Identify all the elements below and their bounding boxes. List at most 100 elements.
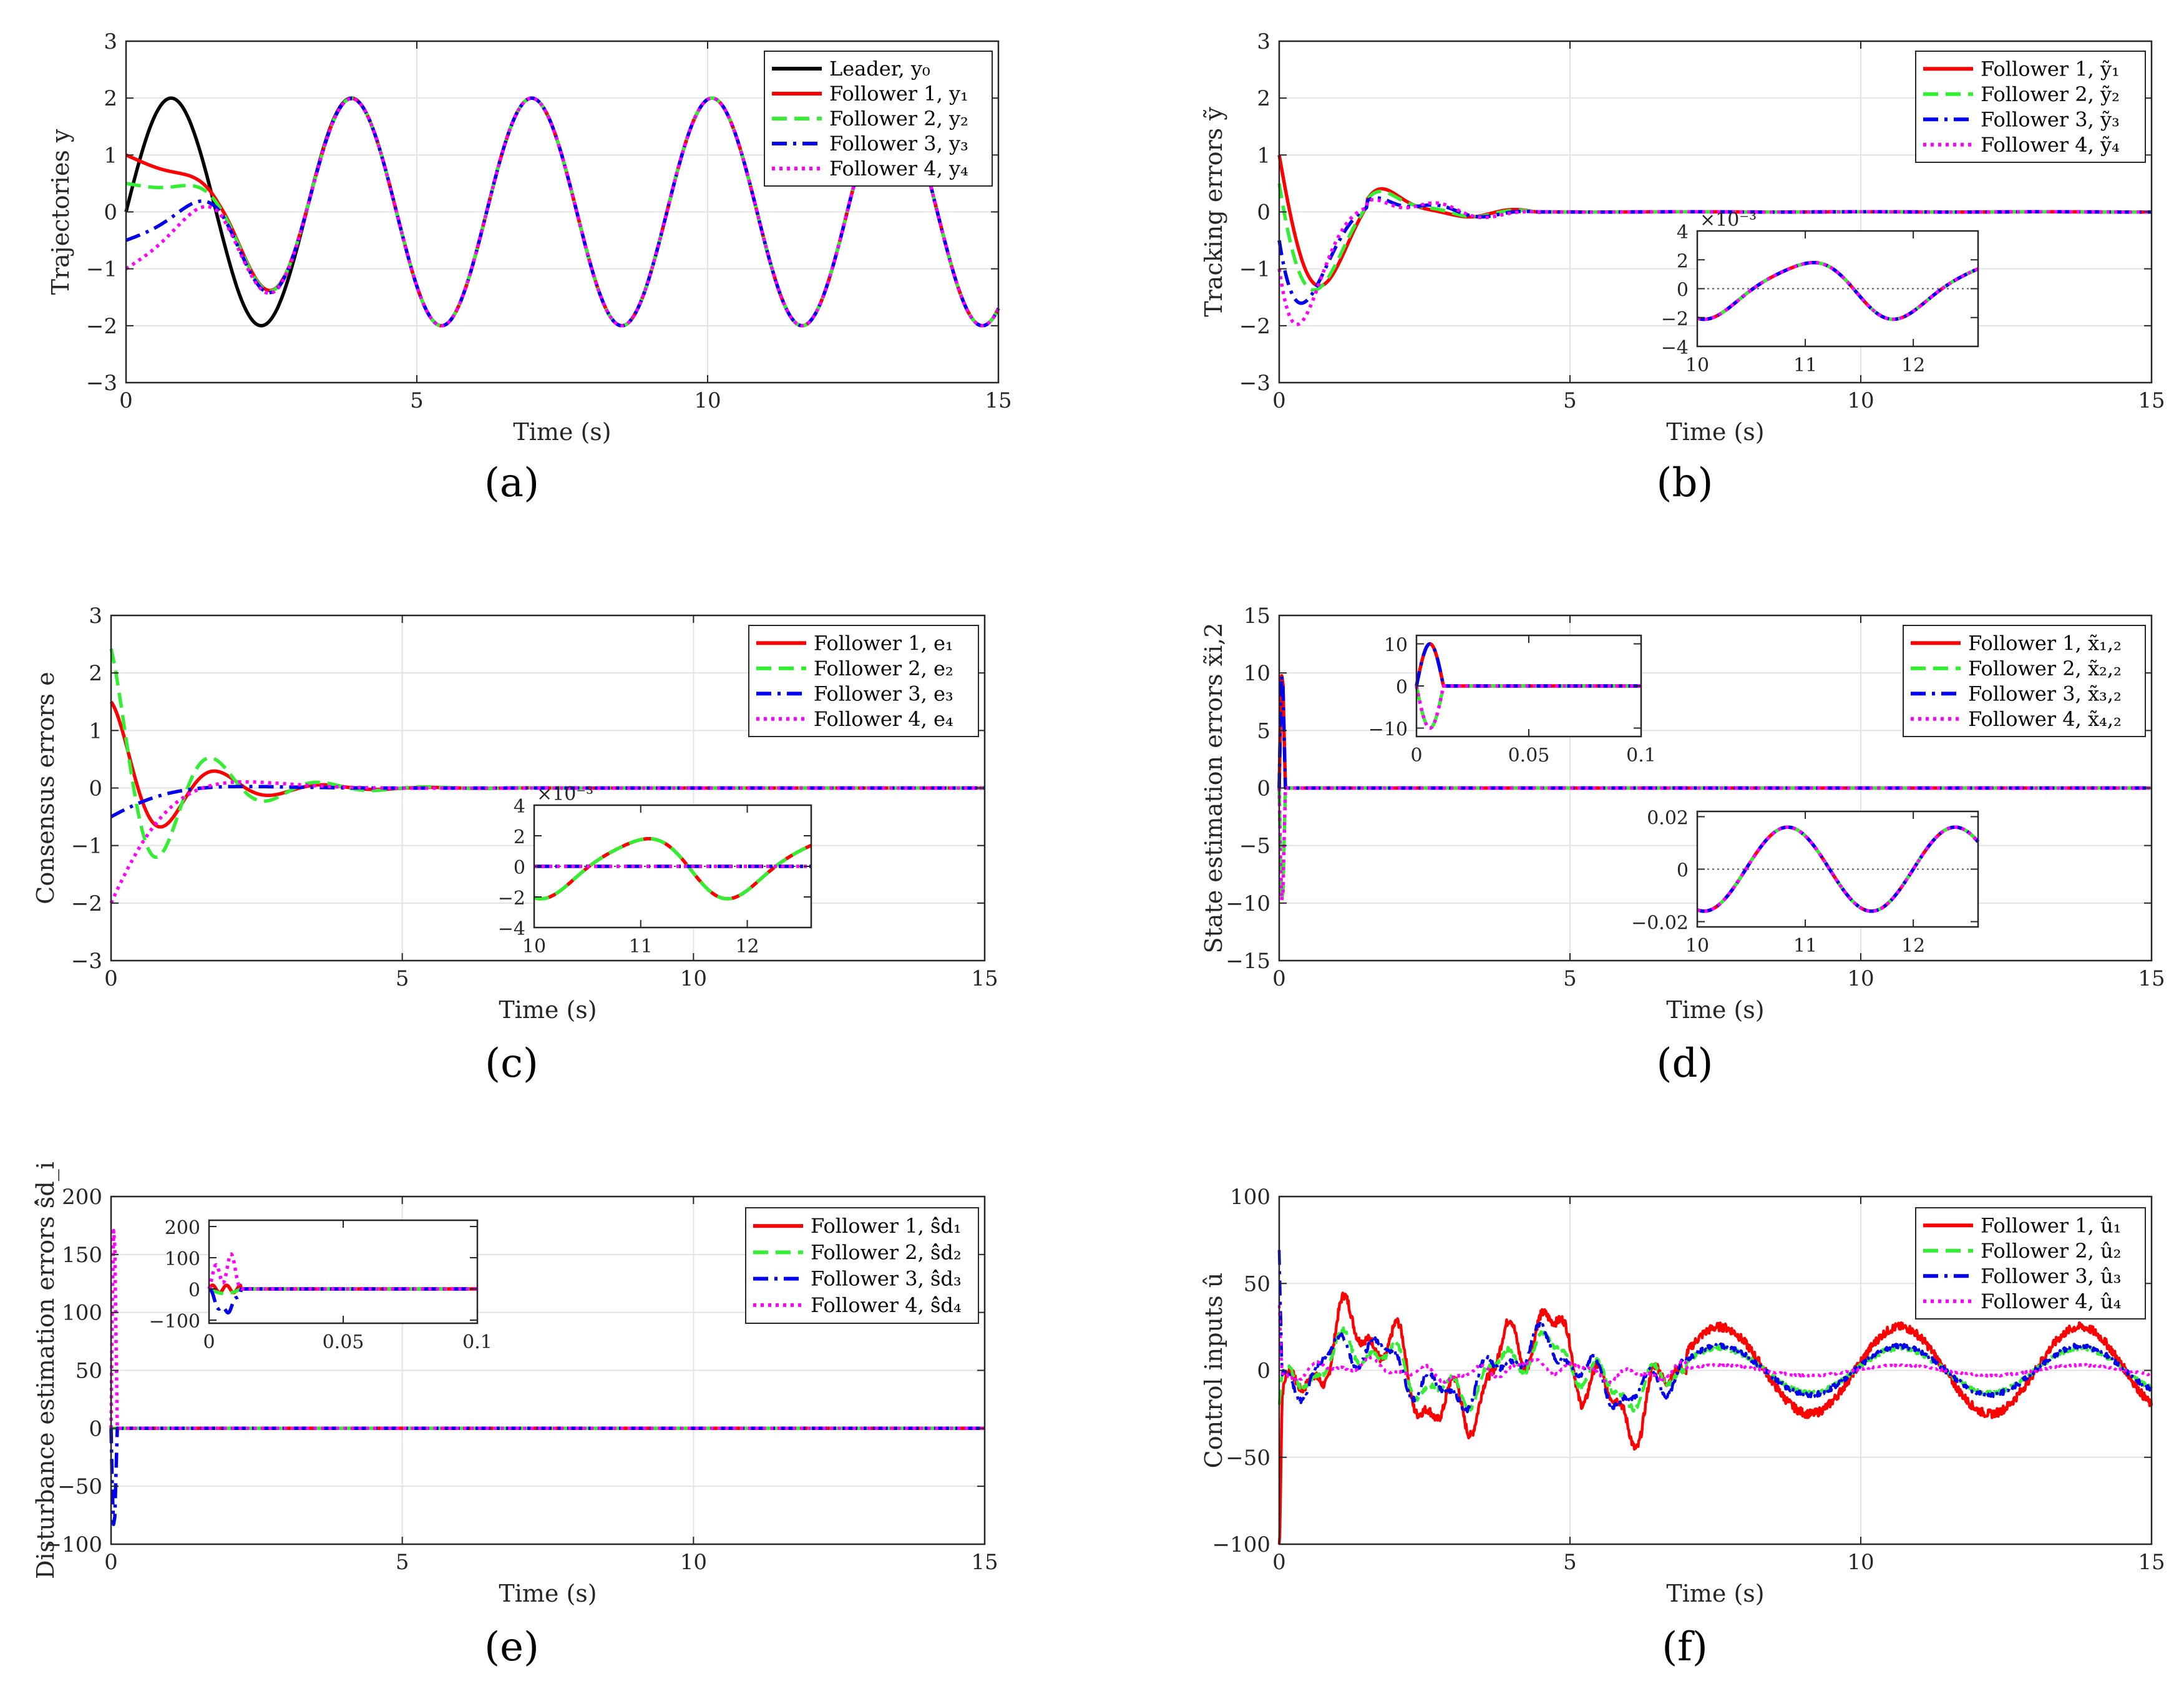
panel-a-ylabel: Trajectories y (47, 129, 74, 295)
panel-b-xlabel: Time (s) (1666, 418, 1764, 446)
panel-d-ytick-label: −15 (1226, 949, 1270, 974)
panel-f-legend-entry: Follower 4, û₄ (1981, 1290, 2121, 1313)
panel-a-legend-box (764, 51, 993, 187)
panel-d-xlabel: Time (s) (1666, 996, 1764, 1024)
panel-c-legend-entry: Follower 3, e₃ (814, 682, 953, 705)
panel-a-legend-entry: Leader, y₀ (829, 57, 930, 81)
panel-c-xtick-label: 0 (104, 966, 118, 991)
panel-b-legend-entry: Follower 1, ỹ₁ (1981, 57, 2120, 81)
panel-b-ylabel: Tracking errors ỹ (1200, 107, 1227, 317)
panel-b-series-f3 (1277, 196, 2152, 305)
panel-e-inset-ytick-label: 200 (165, 1217, 200, 1239)
panel-a-ytick-label: 0 (104, 200, 117, 225)
panel-e-xtick-label: 0 (104, 1550, 118, 1575)
panel-c-ytick-label: 2 (89, 661, 102, 686)
panel-c-xtick-label: 5 (396, 966, 409, 991)
panel-d-xtick-label: 5 (1563, 966, 1577, 991)
panel-e-xtick-label: 5 (396, 1550, 409, 1575)
panel-d-inset2-ytick-label: −0.02 (1631, 913, 1689, 934)
panel-b-inset-xtick-label: 10 (1685, 355, 1709, 376)
panel-e: 0 5 10 15 −100 −50 0 50 100 150 200 Time (s) Disturb… (32, 1162, 998, 1670)
panel-e-ytick-label: 200 (62, 1185, 102, 1210)
panel-d-legend-entry: Follower 3, x̃₃,₂ (1968, 682, 2122, 705)
panel-c-inset-exponent: ×10⁻³ (537, 783, 593, 805)
panel-d-ytick-label: 15 (1244, 604, 1270, 629)
panel-f-xtick-label: 15 (2138, 1550, 2165, 1575)
panel-e-inset-xtick-label: 0 (203, 1331, 215, 1353)
panel-b-inset-ytick-label: −4 (1661, 337, 1689, 359)
panel-d-legend-entry: Follower 2, x̃₂,₂ (1968, 657, 2122, 680)
panel-b-ytick-label: −1 (1239, 257, 1270, 282)
panel-b-ytick-label: 2 (1257, 86, 1270, 111)
panel-f-legend-entry: Follower 1, û₁ (1981, 1213, 2121, 1237)
panel-d-inset2-xtick-label: 10 (1685, 935, 1709, 957)
panel-a-series-f4 (125, 96, 1000, 328)
panel-b-inset-ytick-label: 2 (1677, 250, 1689, 272)
panel-a-series-f3 (125, 96, 1000, 328)
panel-a-ytick-label: 1 (104, 143, 117, 168)
panel-e-legend-entry: Follower 4, ŝ̇d₄ (811, 1293, 962, 1317)
panel-d: 0 5 10 15 −15 −10 −5 0 5 10 15 Time (s) State estima… (1200, 604, 2165, 1087)
panel-c-inset-ytick-label: −2 (498, 888, 525, 909)
panel-a-xtick-label: 15 (985, 388, 1012, 413)
panel-b-inset-ytick-label: −2 (1661, 308, 1689, 330)
panel-b-ytick-label: −3 (1239, 371, 1270, 396)
panel-e-legend-entry: Follower 3, ŝ̇d₃ (811, 1267, 962, 1291)
panel-e-ylabel: Disturbance estimation errors ŝ̇d_i (32, 1162, 60, 1579)
panel-d-ytick-label: 0 (1257, 776, 1270, 801)
panel-f-series-f2 (1277, 1326, 2153, 1414)
panel-e-inset-ytick-label: 0 (188, 1280, 200, 1301)
panel-e-inset-plot-area (209, 1220, 477, 1323)
panel-f-xtick-label: 0 (1272, 1550, 1286, 1575)
panel-f-ytick-label: 100 (1230, 1185, 1270, 1210)
panel-e-panel-label: (e) (484, 1624, 539, 1670)
panel-a-legend-entry: Follower 1, y₁ (829, 82, 968, 105)
panel-d-inset-ytick-label: −10 (1368, 719, 1408, 741)
panel-b-ytick-label: 1 (1257, 143, 1270, 168)
panel-b-legend-entry: Follower 3, ỹ₃ (1981, 107, 2120, 131)
panel-a-legend-entry: Follower 2, y₂ (829, 107, 968, 130)
panel-f: 0 5 10 15 −100 −50 0 50 100 Time (s) Control input… (1200, 1185, 2165, 1670)
panel-d-inset2-ytick-label: 0.02 (1647, 807, 1689, 829)
panel-d-xtick-label: 0 (1272, 966, 1286, 991)
panel-b-legend-entry: Follower 2, ỹ₂ (1981, 82, 2120, 106)
panel-b-inset-ytick-label: 0 (1677, 280, 1689, 301)
panel-b-ytick-label: 3 (1257, 29, 1270, 54)
panel-d-ytick-label: 10 (1244, 661, 1270, 686)
panel-c-xlabel: Time (s) (499, 996, 597, 1024)
panel-b-inset: 10 11 12 −4 −2 0 2 4 ×10⁻³ (1661, 209, 1979, 376)
panel-d-xtick-label: 15 (2138, 966, 2165, 991)
panel-a-ytick-label: 3 (104, 29, 117, 54)
panel-c-series-f2 (109, 648, 985, 859)
panel-c-xtick-label: 15 (971, 966, 998, 991)
panel-e-legend-entry: Follower 1, ŝ̇d₁ (811, 1214, 962, 1238)
panel-b-xtick-label: 10 (1847, 388, 1874, 413)
panel-c-legend-entry: Follower 4, e₄ (814, 707, 953, 731)
panel-d-series-f4 (1277, 786, 2152, 902)
panel-a-xtick-label: 5 (410, 388, 424, 413)
panel-f-ytick-label: 0 (1257, 1359, 1270, 1384)
panel-e-xtick-label: 10 (680, 1550, 707, 1575)
panel-e-ytick-label: 50 (76, 1359, 102, 1384)
panel-e-series-f4 (109, 1228, 985, 1431)
panel-c-inset: 10 11 12 −4 −2 0 2 4 ×10⁻³ (498, 783, 812, 957)
panel-e-inset-ytick-label: −100 (149, 1311, 200, 1333)
panel-b-ytick-label: −2 (1239, 314, 1270, 339)
panel-c-ytick-label: 1 (89, 718, 102, 743)
panel-b-inset-exponent: ×10⁻³ (1700, 209, 1757, 231)
panel-d-ylabel: State estimation errors x̃i,2 (1200, 622, 1227, 953)
panel-d-panel-label: (d) (1657, 1041, 1714, 1087)
panel-f-legend-entry: Follower 2, û₂ (1981, 1239, 2121, 1263)
panel-a-ytick-label: 2 (104, 86, 117, 111)
panel-c-ytick-label: −2 (71, 891, 102, 916)
panel-e-ytick-label: 0 (89, 1416, 102, 1441)
panel-f-xtick-label: 10 (1847, 1550, 1874, 1575)
panel-c-legend-entry: Follower 2, e₂ (814, 657, 953, 680)
panel-e-ytick-label: −100 (44, 1532, 102, 1557)
panel-c-ytick-label: 0 (89, 776, 102, 801)
